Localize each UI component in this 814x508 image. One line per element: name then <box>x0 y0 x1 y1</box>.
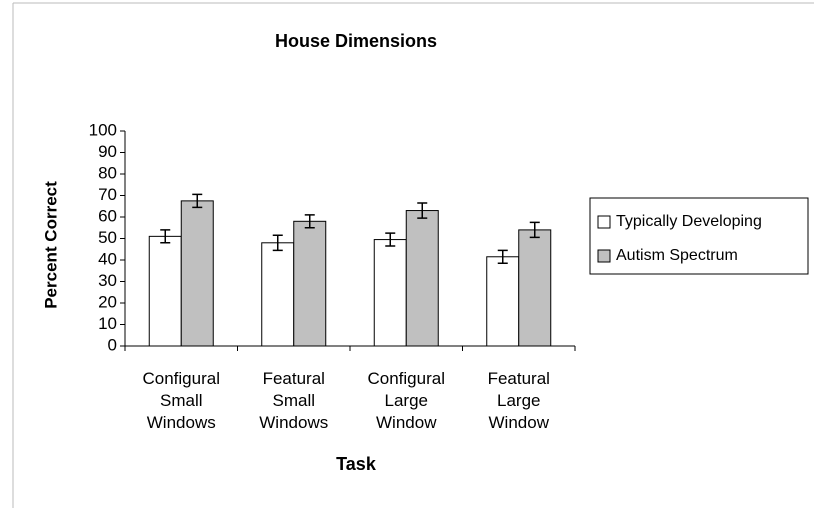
y-axis-label: Percent Correct <box>41 181 60 309</box>
bar <box>373 239 407 347</box>
error-bar <box>192 193 203 209</box>
x-tick-label: Featural Large Window <box>488 369 550 432</box>
legend-label: Typically Developing <box>616 213 762 230</box>
y-tick-label: 70 <box>98 185 117 204</box>
bar <box>486 256 520 347</box>
y-tick-label: 60 <box>98 206 117 225</box>
bar <box>261 242 295 347</box>
x-tick-label: Configural Large Window <box>368 369 446 432</box>
bar <box>518 229 552 347</box>
legend-label: Autism Spectrum <box>616 247 738 264</box>
y-tick-label: 40 <box>98 249 117 268</box>
y-tick-label: 30 <box>98 271 117 290</box>
y-tick-label: 50 <box>98 228 117 247</box>
error-bar <box>160 229 171 244</box>
x-tick-label: Configural Small Windows <box>143 369 221 432</box>
x-tick-label: Featural Small Windows <box>259 369 328 432</box>
bar <box>293 220 327 347</box>
bar <box>405 210 439 347</box>
error-bar <box>272 234 283 252</box>
legend-swatch <box>597 249 611 263</box>
error-bar <box>417 202 428 219</box>
bar <box>148 235 182 347</box>
y-tick-label: 20 <box>98 292 117 311</box>
y-tick-label: 80 <box>98 163 117 182</box>
y-tick-label: 90 <box>98 142 117 161</box>
x-axis-label: Task <box>336 454 377 474</box>
error-bar <box>497 249 508 264</box>
legend-box <box>589 197 809 275</box>
error-bar <box>385 232 396 247</box>
error-bar <box>529 221 540 239</box>
error-bar <box>304 214 315 229</box>
legend-swatch <box>597 215 611 229</box>
y-tick-label: 100 <box>89 120 117 139</box>
chart-title: House Dimensions <box>275 31 437 51</box>
y-tick-label: 0 <box>108 335 117 354</box>
y-tick-label: 10 <box>98 314 117 333</box>
bar <box>180 200 214 347</box>
